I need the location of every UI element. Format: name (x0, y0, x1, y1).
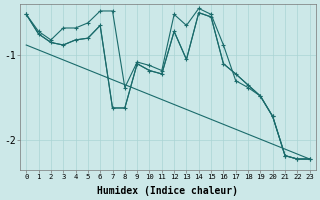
X-axis label: Humidex (Indice chaleur): Humidex (Indice chaleur) (98, 186, 238, 196)
